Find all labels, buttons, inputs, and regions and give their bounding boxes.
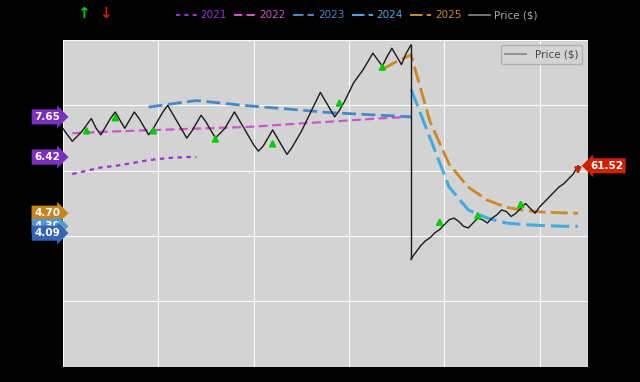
Text: 4.70: 4.70 [34,208,60,218]
Text: 7.65: 7.65 [35,112,60,122]
Text: 6.42: 6.42 [35,152,60,162]
Text: ↑: ↑ [77,6,90,21]
Legend: Price ($): Price ($) [501,45,582,64]
Text: 4.09: 4.09 [35,228,60,238]
Text: 4.30: 4.30 [35,221,60,231]
Text: 61.52: 61.52 [590,161,623,171]
Text: ↓: ↓ [99,6,112,21]
